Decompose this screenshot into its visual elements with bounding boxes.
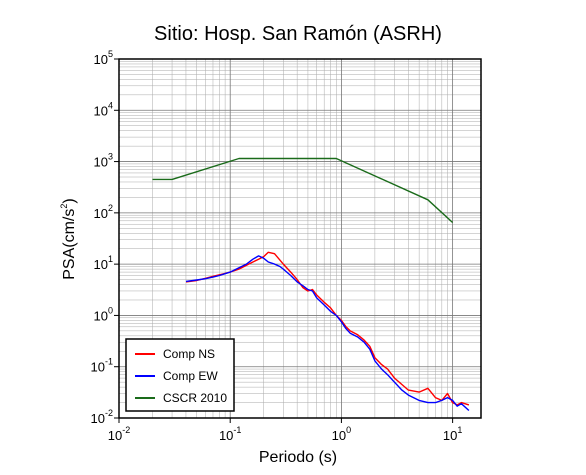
series-line-comp-ew — [185, 255, 470, 412]
y-tick-label: 102 — [94, 203, 113, 221]
x-tick-label: 10-2 — [108, 425, 130, 443]
y-tick-label: 105 — [94, 49, 113, 67]
y-axis-ticks: 10-2 10-1 100 101 102 103 104 105 — [91, 49, 119, 426]
x-tick-label: 10-1 — [219, 425, 241, 443]
series-layer — [152, 157, 470, 412]
y-tick-label: 103 — [94, 152, 113, 170]
legend-label: Comp NS — [163, 347, 215, 361]
legend-label: CSCR 2010 — [163, 391, 227, 405]
y-axis-label: PSA(cm/s2) — [59, 198, 78, 279]
series-line-comp-ns — [185, 251, 470, 406]
y-axis-label-close: ) — [61, 198, 78, 203]
x-axis-ticks: 10-2 10-1 100 101 — [108, 418, 462, 443]
x-tick-label: 101 — [443, 425, 462, 443]
chart-title: Sitio: Hosp. San Ramón (ASRH) — [154, 23, 442, 45]
y-tick-label: 104 — [94, 100, 113, 118]
x-tick-label: 100 — [332, 425, 351, 443]
minor-grid — [119, 59, 481, 418]
legend: Comp NS Comp EW CSCR 2010 — [125, 338, 235, 412]
legend-label: Comp EW — [163, 369, 218, 383]
y-tick-label: 100 — [94, 305, 113, 323]
y-axis-label-base: PSA(cm/s — [61, 209, 78, 280]
x-axis-label: Periodo (s) — [259, 449, 337, 466]
y-axis-label-sup: 2 — [59, 204, 69, 209]
y-tick-label: 10-2 — [91, 408, 113, 426]
y-tick-label: 101 — [94, 254, 113, 272]
y-tick-label: 10-1 — [91, 357, 113, 375]
series-line-cscr-2010 — [152, 157, 454, 224]
plot-frame — [118, 58, 482, 419]
